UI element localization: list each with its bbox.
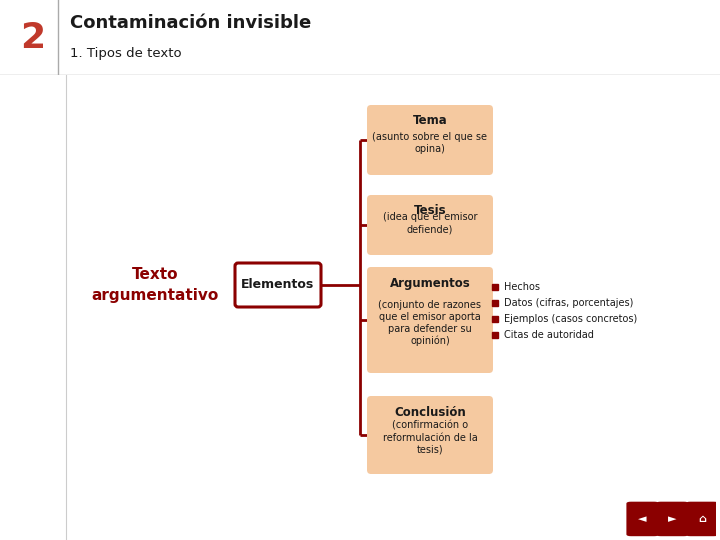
Text: (idea que el emisor
defiende): (idea que el emisor defiende) xyxy=(383,212,477,234)
Text: Contaminación invisible: Contaminación invisible xyxy=(70,14,311,32)
Text: ►: ► xyxy=(668,514,677,524)
Text: ◄: ◄ xyxy=(639,514,647,524)
Text: Hechos: Hechos xyxy=(504,282,540,292)
Text: Tema: Tema xyxy=(413,114,447,127)
Text: (asunto sobre el que se
opina): (asunto sobre el que se opina) xyxy=(372,132,487,154)
Text: Datos (cifras, porcentajes): Datos (cifras, porcentajes) xyxy=(504,298,634,308)
FancyBboxPatch shape xyxy=(367,105,493,175)
FancyBboxPatch shape xyxy=(235,263,321,307)
FancyBboxPatch shape xyxy=(367,267,493,373)
Text: 2: 2 xyxy=(20,21,45,55)
Text: Texto
argumentativo: Texto argumentativo xyxy=(91,267,219,303)
Text: (confirmación o
reformulación de la
tesis): (confirmación o reformulación de la tesi… xyxy=(382,421,477,455)
Text: Tesis: Tesis xyxy=(414,205,446,218)
FancyBboxPatch shape xyxy=(367,396,493,474)
Text: Ejemplos (casos concretos): Ejemplos (casos concretos) xyxy=(504,314,637,324)
Text: ⌂: ⌂ xyxy=(698,514,706,524)
Text: Citas de autoridad: Citas de autoridad xyxy=(504,330,594,340)
Text: (conjunto de razones
que el emisor aporta
para defender su
opinión): (conjunto de razones que el emisor aport… xyxy=(379,300,482,346)
FancyBboxPatch shape xyxy=(367,195,493,255)
Text: 1. Tipos de texto: 1. Tipos de texto xyxy=(70,46,181,59)
Text: Elementos: Elementos xyxy=(241,279,315,292)
FancyBboxPatch shape xyxy=(656,502,688,536)
Text: Conclusión: Conclusión xyxy=(394,406,466,419)
FancyBboxPatch shape xyxy=(685,502,718,536)
FancyBboxPatch shape xyxy=(626,502,659,536)
Text: Argumentos: Argumentos xyxy=(390,276,470,289)
